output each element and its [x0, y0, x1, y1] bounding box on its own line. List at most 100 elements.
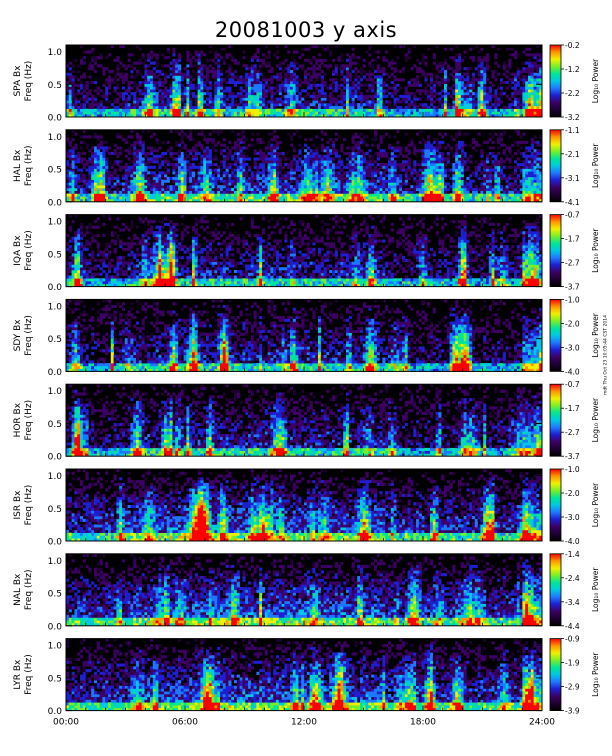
y-axis-label: HAL BxFreq (Hz) — [13, 145, 34, 186]
panel-nal: 1.0 0.5 0.0 NAL BxFreq (Hz) -1.4 -2.4 -3.4 -4.4… — [13, 550, 600, 633]
panel-hal: 1.0 0.5 0.0 HAL BxFreq (Hz) -1.1 -2.1 -3.1 -4.1… — [13, 126, 600, 209]
panel-iqa: 1.0 0.5 0.0 IQA BxFreq (Hz) -0.7 -1.7 -2.7 -3.7… — [13, 211, 600, 294]
y-axis-label: SPA BxFreq (Hz) — [13, 61, 34, 102]
colorbar-tick-label: -2.7 — [565, 259, 580, 268]
spectrogram-lyr — [66, 638, 543, 711]
y-tick-label: 0.0 — [48, 114, 63, 124]
spectrogram-hor — [66, 384, 543, 457]
spectrogram-isr — [66, 469, 543, 542]
colorbar — [549, 638, 562, 711]
panel-sdy: 1.0 0.5 0.0 SDY BxFreq (Hz) -1.0 -2.0 -3.0 -4.0… — [13, 295, 600, 378]
y-tick-label: 0.0 — [48, 368, 63, 378]
colorbar-tick-label: -0.7 — [565, 380, 580, 389]
panel-hor: 1.0 0.5 0.0 HOR BxFreq (Hz) -0.7 -1.7 -2.7 -3.7… — [13, 380, 600, 463]
colorbar-label: Log₁₀ Power — [591, 482, 600, 527]
x-tick-label: 00:00 — [53, 718, 79, 728]
spectrogram-nal — [66, 553, 543, 627]
y-tick-label: 1.0 — [48, 642, 63, 652]
colorbar-tick-label: -2.2 — [565, 89, 580, 98]
colorbar-tick-label: -3.0 — [565, 513, 580, 522]
y-tick-label: 0.5 — [48, 250, 62, 260]
colorbar-tick-label: -2.0 — [565, 489, 580, 498]
colorbar-tick-label: -3.9 — [565, 707, 580, 716]
colorbar-tick-label: -3.2 — [565, 113, 580, 122]
y-tick-label: 0.0 — [48, 198, 63, 208]
y-tick-label: 0.5 — [48, 166, 62, 176]
colorbar-tick-label: -1.1 — [565, 126, 580, 135]
colorbar-tick-label: -4.0 — [565, 537, 580, 546]
colorbar-tick-label: -3.4 — [565, 598, 580, 607]
colorbar-tick-label: -1.7 — [565, 404, 580, 413]
y-tick-label: 1.0 — [48, 557, 63, 567]
y-tick-label: 1.0 — [48, 133, 63, 143]
colorbar-label: Log₁₀ Power — [591, 227, 600, 272]
spectrogram-hal — [66, 129, 543, 203]
colorbar-tick-label: -4.4 — [565, 622, 580, 631]
colorbar-tick-label: -1.0 — [565, 465, 580, 474]
colorbar-label: Log₁₀ Power — [591, 58, 600, 103]
colorbar-tick-label: -2.1 — [565, 150, 580, 159]
y-axis-label: ISR BxFreq (Hz) — [13, 485, 34, 526]
colorbar-tick-label: -3.7 — [565, 452, 580, 461]
colorbar-tick-label: -1.0 — [565, 295, 580, 304]
panel-isr: 1.0 0.5 0.0 ISR BxFreq (Hz) -1.0 -2.0 -3.0 -4.0… — [13, 465, 600, 548]
spectrogram-sdy — [66, 299, 543, 372]
y-tick-label: 0.0 — [48, 538, 63, 548]
panel-lyr: 1.0 0.5 0.0 LYR BxFreq (Hz) -0.9 -1.9 -2.9 -3.9… — [13, 635, 600, 718]
y-tick-label: 1.0 — [48, 472, 63, 482]
colorbar-label: Log₁₀ Power — [591, 651, 600, 696]
y-tick-label: 0.5 — [48, 505, 62, 515]
colorbar — [549, 44, 562, 118]
colorbar-tick-label: -0.7 — [565, 211, 580, 220]
colorbar-tick-label: -2.0 — [565, 319, 580, 328]
figure-title: 20081003 y axis — [0, 18, 612, 42]
y-tick-label: 1.0 — [48, 387, 63, 397]
y-tick-label: 0.0 — [48, 707, 63, 717]
colorbar-tick-label: -4.1 — [565, 198, 580, 207]
x-tick-label: 06:00 — [172, 718, 198, 728]
y-axis-label: NAL BxFreq (Hz) — [13, 569, 34, 610]
colorbar-tick-label: -1.4 — [565, 550, 580, 559]
y-axis-label: LYR BxFreq (Hz) — [13, 654, 34, 695]
y-axis-label: SDY BxFreq (Hz) — [13, 315, 34, 356]
colorbar-tick-label: -2.4 — [565, 574, 580, 583]
panel-spa: 1.0 0.5 0.0 SPA BxFreq (Hz) -0.2 -1.2 -2.2 -3.2… — [13, 41, 600, 124]
colorbar — [549, 214, 562, 288]
colorbar — [549, 383, 562, 457]
colorbar-tick-label: -3.7 — [565, 283, 580, 292]
colorbar-tick-label: -1.2 — [565, 65, 580, 74]
colorbar-label: Log₁₀ Power — [591, 143, 600, 188]
colorbar-tick-label: -1.7 — [565, 235, 580, 244]
y-tick-label: 1.0 — [48, 302, 63, 312]
y-tick-label: 0.0 — [48, 283, 63, 293]
y-tick-label: 0.5 — [48, 590, 62, 600]
y-axis-label: IQA BxFreq (Hz) — [13, 230, 34, 271]
x-tick-label: 24:00 — [529, 718, 555, 728]
colorbar-tick-label: -1.9 — [565, 659, 580, 668]
spectrogram-spa — [66, 45, 543, 118]
colorbar-tick-label: -0.2 — [565, 41, 580, 50]
colorbar-tick-label: -0.9 — [565, 635, 580, 644]
y-tick-label: 1.0 — [48, 218, 63, 228]
timestamp-stamp: mdt Thu Oct 23 10:05:44 CST 2014 — [601, 270, 611, 440]
colorbar-label: Log₁₀ Power — [591, 312, 600, 357]
y-tick-label: 0.0 — [48, 622, 63, 632]
y-tick-label: 1.0 — [48, 48, 63, 58]
x-tick-label: 12:00 — [291, 718, 317, 728]
spectrogram-iqa — [66, 214, 543, 287]
colorbar-label: Log₁₀ Power — [591, 567, 600, 612]
y-tick-label: 0.5 — [48, 674, 62, 684]
y-tick-label: 0.5 — [48, 81, 62, 91]
colorbar-tick-label: -2.7 — [565, 428, 580, 437]
x-tick-label: 18:00 — [410, 718, 436, 728]
colorbar-label: Log₁₀ Power — [591, 397, 600, 442]
y-axis-label: HOR BxFreq (Hz) — [13, 400, 34, 441]
colorbar — [549, 298, 562, 372]
colorbar-tick-label: -4.0 — [565, 367, 580, 376]
colorbar — [549, 129, 562, 203]
y-tick-label: 0.5 — [48, 420, 62, 430]
colorbar — [549, 553, 562, 627]
y-tick-label: 0.0 — [48, 453, 63, 463]
y-tick-label: 0.5 — [48, 335, 62, 345]
